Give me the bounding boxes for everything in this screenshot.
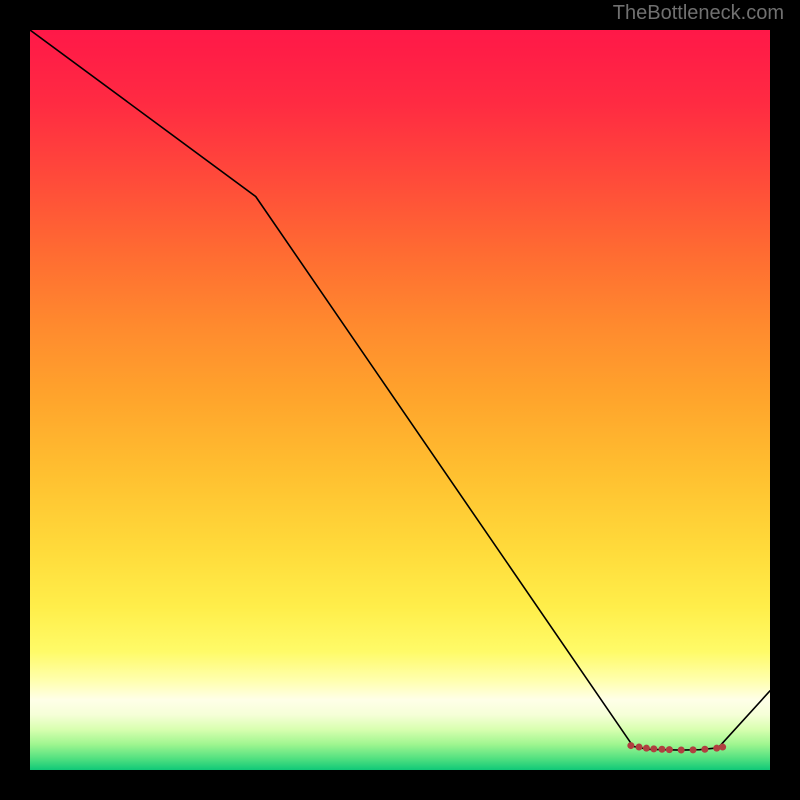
- plot-area: [30, 30, 770, 770]
- gradient-background: [30, 30, 770, 770]
- attribution-text: TheBottleneck.com: [613, 2, 784, 25]
